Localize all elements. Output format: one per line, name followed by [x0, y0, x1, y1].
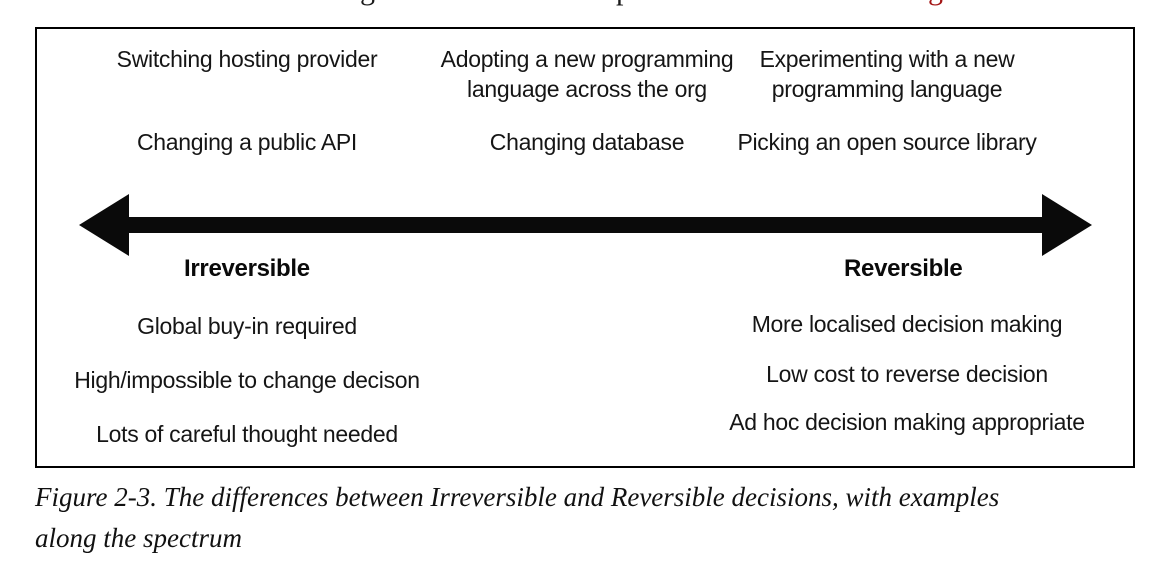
example-public-api: Changing a public API	[136, 129, 358, 155]
figure-caption-line: along the spectrum	[35, 523, 242, 553]
reversible-trait: More localised decision making	[751, 311, 1063, 337]
example-label-line: Adopting a new programming	[440, 46, 734, 72]
figure-caption: Figure 2-3. The differences between Irre…	[35, 477, 1155, 559]
example-new-language-org: Adopting a new programming language acro…	[427, 44, 747, 104]
example-experiment-language: Experimenting with a new programming lan…	[697, 44, 1077, 104]
reversible-trait: Low cost to reverse decision	[766, 361, 1048, 387]
cropped-link-text-fragment: g	[928, 0, 943, 5]
example-hosting-provider: Switching hosting provider	[57, 44, 437, 74]
example-database: Changing database	[489, 129, 685, 155]
reversible-label: Reversible	[844, 255, 963, 282]
example-label-line: language across the org	[467, 76, 707, 102]
example-label: Switching hosting provider	[116, 46, 378, 72]
example-open-source-library: Picking an open source library	[737, 129, 1037, 155]
cropped-text-fragment: p	[616, 0, 631, 5]
example-label-line: programming language	[771, 76, 1003, 102]
reversible-trait: Ad hoc decision making appropriate	[729, 409, 1085, 435]
example-label-line: Experimenting with a new	[759, 46, 1015, 72]
cropped-text-fragment: g	[360, 0, 375, 5]
spectrum-arrow	[79, 194, 1092, 256]
irreversible-label: Irreversible	[184, 255, 310, 282]
irreversible-trait: High/impossible to change decison	[74, 367, 420, 393]
figure-caption-line: Figure 2-3. The differences between Irre…	[35, 482, 1000, 512]
irreversible-trait: Global buy-in required	[137, 313, 357, 339]
figure-diagram: Switching hosting provider Adopting a ne…	[35, 27, 1135, 468]
irreversible-trait: Lots of careful thought needed	[96, 421, 398, 447]
